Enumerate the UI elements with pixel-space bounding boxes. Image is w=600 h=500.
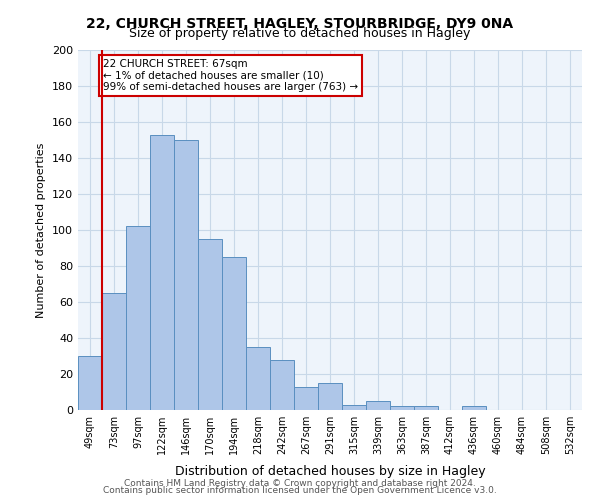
Bar — [318, 383, 342, 410]
Bar — [414, 406, 438, 410]
Text: 22 CHURCH STREET: 67sqm
← 1% of detached houses are smaller (10)
99% of semi-det: 22 CHURCH STREET: 67sqm ← 1% of detached… — [103, 59, 358, 92]
Bar — [222, 257, 246, 410]
Text: Contains public sector information licensed under the Open Government Licence v3: Contains public sector information licen… — [103, 486, 497, 495]
Bar — [102, 293, 126, 410]
Bar — [126, 226, 150, 410]
Bar — [246, 347, 270, 410]
Bar — [78, 356, 102, 410]
Bar — [174, 140, 198, 410]
Text: Size of property relative to detached houses in Hagley: Size of property relative to detached ho… — [130, 28, 470, 40]
Bar — [366, 401, 390, 410]
X-axis label: Distribution of detached houses by size in Hagley: Distribution of detached houses by size … — [175, 466, 485, 478]
Bar — [270, 360, 294, 410]
Text: 22, CHURCH STREET, HAGLEY, STOURBRIDGE, DY9 0NA: 22, CHURCH STREET, HAGLEY, STOURBRIDGE, … — [86, 18, 514, 32]
Bar — [294, 386, 318, 410]
Bar — [150, 134, 174, 410]
Bar — [198, 239, 222, 410]
Bar — [462, 406, 486, 410]
Bar — [390, 406, 414, 410]
Text: Contains HM Land Registry data © Crown copyright and database right 2024.: Contains HM Land Registry data © Crown c… — [124, 478, 476, 488]
Bar — [342, 404, 366, 410]
Y-axis label: Number of detached properties: Number of detached properties — [37, 142, 46, 318]
